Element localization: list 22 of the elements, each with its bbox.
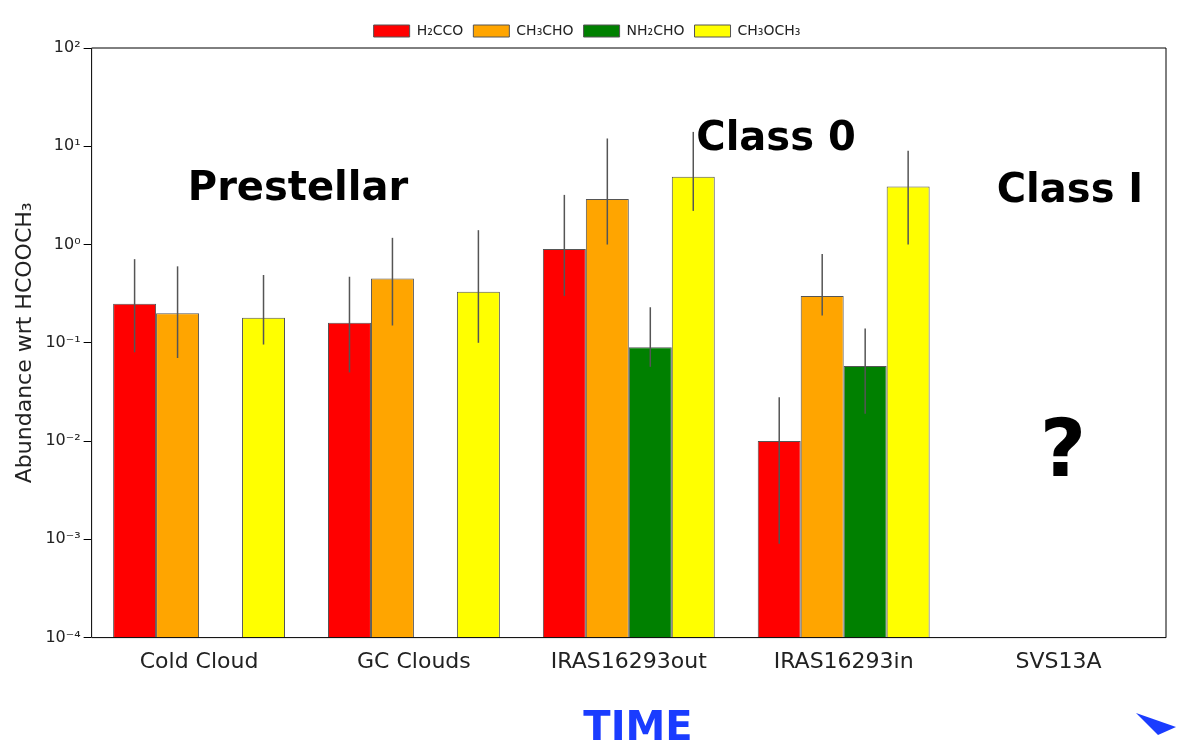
- x-tick-label: IRAS16293in: [773, 647, 914, 673]
- x-tick-label: Cold Cloud: [139, 647, 259, 673]
- x-tick-label: IRAS16293out: [550, 647, 708, 673]
- y-tick-label: 10¹: [53, 135, 81, 155]
- legend-label: H₂CCO: [416, 21, 464, 38]
- annotation: Prestellar: [187, 163, 409, 209]
- annotation: Class I: [996, 165, 1144, 211]
- text: TIME: [583, 703, 693, 743]
- x-tick-label: SVS13A: [1015, 647, 1102, 673]
- y-tick-label: 10⁻⁴: [45, 626, 81, 646]
- legend-label: CH₃OCH₃: [737, 21, 801, 38]
- x-tick-label: GC Clouds: [357, 647, 471, 673]
- y-axis-title: Abundance wrt HCOOCH₃: [10, 202, 36, 484]
- y-tick-label: 10⁻²: [45, 430, 81, 450]
- y-tick-label: 10⁻¹: [45, 331, 81, 351]
- annotation: Class 0: [696, 113, 856, 159]
- legend-label: CH₃CHO: [516, 21, 574, 38]
- annotation: ?: [1039, 401, 1087, 495]
- y-tick-label: 10⁻³: [45, 528, 81, 548]
- y-tick-label: 10²: [53, 37, 81, 57]
- y-tick-label: 10⁰: [53, 233, 81, 253]
- legend-label: NH₂CHO: [626, 21, 685, 38]
